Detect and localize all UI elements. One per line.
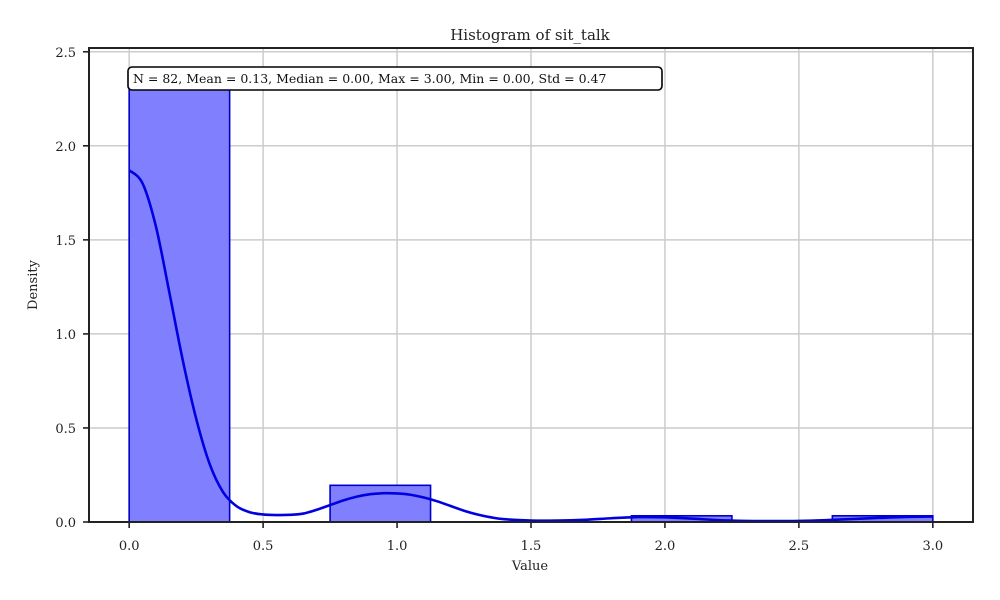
histogram-bar-0: [128, 84, 231, 523]
y-tick-label-2: 1.0: [55, 328, 76, 343]
stats-annotation-text: N = 82, Mean = 0.13, Median = 0.00, Max …: [133, 71, 606, 86]
stats-annotation-box: N = 82, Mean = 0.13, Median = 0.00, Max …: [127, 66, 663, 91]
stats-annotation-frame: [127, 66, 663, 91]
x-tick-label-6: 3.0: [922, 539, 943, 554]
x-axis-label: Value: [511, 559, 548, 574]
x-tick-label-4: 2.0: [655, 539, 676, 554]
x-tick-label-3: 1.5: [521, 539, 542, 554]
chart-title: Histogram of sit_talk: [450, 26, 610, 44]
y-tick-label-4: 2.0: [55, 140, 76, 155]
y-axis-label: Density: [26, 259, 41, 310]
y-tick-label-5: 2.5: [55, 46, 76, 61]
x-tick-label-2: 1.0: [387, 539, 408, 554]
x-axis-ticks: 0.0 0.5 1.0 1.5 2.0 2.5 3.0: [119, 522, 943, 554]
x-tick-label-1: 0.5: [253, 539, 274, 554]
histogram-bar-1: [329, 484, 432, 523]
y-axis-ticks: 0.0 0.5 1.0 1.5 2.0 2.5: [55, 46, 89, 531]
y-tick-label-1: 0.5: [55, 422, 76, 437]
x-tick-label-0: 0.0: [119, 539, 140, 554]
y-tick-label-3: 1.5: [55, 234, 76, 249]
y-tick-label-0: 0.0: [55, 516, 76, 531]
x-tick-label-5: 2.5: [789, 539, 810, 554]
grid-lines: [89, 48, 973, 523]
kde-curve: [128, 169, 933, 523]
